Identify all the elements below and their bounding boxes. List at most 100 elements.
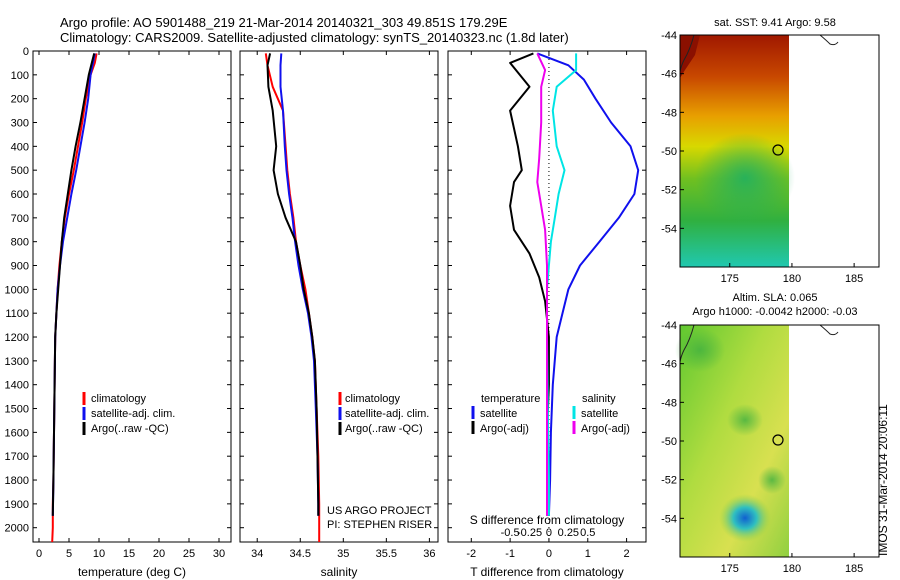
difference-legend: temperature salinity satellite Argo(-adj… [471,393,630,435]
map-y-tick-label: -52 [661,475,677,487]
map-x-tick-label: 185 [845,273,863,285]
s-tick-label: 0.5 [580,527,595,539]
coastline [679,34,695,73]
salinity-plot-frame [239,50,439,543]
coastline [679,324,695,363]
series-line-t-argo-adj [509,52,550,516]
sla-eddy [675,328,725,372]
y-tick-label: 1000 [5,284,29,296]
s-tick-label: -0.5 [501,527,520,539]
x-tick-label: 0 [546,548,552,560]
map-y-tick-label: -50 [661,146,677,158]
map-x-tick-label: 180 [783,273,801,285]
legend-item-s-argo: Argo(-adj) [581,423,630,435]
legend-item-climatology: climatology [345,393,401,405]
sla-eddy [758,466,786,494]
y-tick-label: 1300 [5,356,29,368]
argo-position-marker [772,144,784,156]
figure-title-line2: Climatology: CARS2009. Satellite-adjuste… [60,30,569,45]
map-y-tick-label: -50 [661,436,677,448]
sla-map-title: Altim. SLA: 0.065 [733,292,818,304]
series-line-climatology [51,53,98,543]
map-x-tick-label: 180 [783,563,801,575]
y-tick-label: 500 [11,165,29,177]
legend-item-t-satellite: satellite [480,408,517,420]
y-tick-label: 800 [11,237,29,249]
map-y-tick-label: -52 [661,185,677,197]
s-tick-label: 0 [546,527,552,539]
y-tick-label: 400 [11,141,29,153]
island-outline [819,34,839,46]
imos-timestamp: IMOS 31-Mar-2014 20:06:11 [876,404,890,556]
y-tick-label: 1100 [5,308,29,320]
difference-plot: -2 -1 0 1 2 -0.5-0.25 0 0.25 0.5 [448,50,646,560]
sst-coast-water [680,35,700,78]
x-tick-label: 20 [153,548,165,560]
y-tick-label: 1500 [5,404,29,416]
legend-item-argo: Argo(..raw -QC) [91,423,169,435]
figure-title-line1: Argo profile: AO 5901488_219 21-Mar-2014… [60,15,508,30]
project-annotation: US ARGO PROJECT [327,505,432,517]
map-y-tick-label: -46 [661,359,677,371]
legend-item-satellite: satellite-adj. clim. [345,408,429,420]
y-tick-label: 1700 [5,451,29,463]
series-line-t-satellite [536,52,640,516]
map-y-tick-label: -44 [661,320,677,332]
map-y-tick-label: -46 [661,69,677,81]
series-line-argo-raw-qc [51,53,96,516]
x-tick-label: 5 [66,548,72,560]
x-tick-label: 35 [337,548,349,560]
temperature-plot: 0 5 10 15 20 25 300100200300400500600700800900… [5,46,231,560]
sst-cold-patch [695,133,795,223]
x-tick-label: 30 [213,548,225,560]
y-tick-label: 0 [23,46,29,58]
y-tick-label: 600 [11,189,29,201]
sla-map-axes: 175 180 185 -44 -46 -48 -50 -52 -54 [661,320,863,575]
s-tick-label: 0.25 [558,527,579,539]
sla-map-subtitle: Argo h1000: -0.0042 h2000: -0.03 [692,306,857,318]
y-tick-label: 1400 [5,380,29,392]
x-tick-label: 34 [251,548,263,560]
x-tick-label: 25 [183,548,195,560]
argo-position-marker [772,434,784,446]
temperature-xlabel: temperature (deg C) [78,565,186,579]
s-tick-label: -0.25 [517,527,542,539]
map-y-tick-label: -48 [661,107,677,119]
island-outline [819,324,839,336]
legend-item-t-argo: Argo(-adj) [480,423,529,435]
temperature-legend: climatology satellite-adj. clim. Argo(..… [82,392,175,435]
map-x-tick-label: 185 [845,563,863,575]
map-y-tick-label: -44 [661,30,677,42]
y-tick-label: 900 [11,261,29,273]
map-y-tick-label: -54 [661,513,677,525]
map-y-tick-label: -54 [661,223,677,235]
y-tick-label: 1600 [5,427,29,439]
sla-map: Altim. SLA: 0.065 Argo h1000: -0.0042 h2… [661,292,880,575]
salinity-plot: 34 34.5 35 35.5 36 [240,50,438,560]
x-tick-label: -1 [505,548,515,560]
temperature-plot-frame [32,50,232,543]
legend-item-s-satellite: satellite [581,408,618,420]
legend-title-temperature: temperature [481,393,540,405]
sst-map-axes: 175 180 185 -44 -46 -48 -50 -52 -54 [661,30,863,285]
sst-map-title: sat. SST: 9.41 Argo: 9.58 [714,17,836,29]
x-tick-label: 10 [93,548,105,560]
legend-title-salinity: salinity [582,393,616,405]
x-tick-label: 0 [36,548,42,560]
pi-annotation: PI: STEPHEN RISER [327,519,432,531]
series-line-satellite-adj-clim [279,53,320,516]
x-tick-label: 2 [624,548,630,560]
legend-item-satellite: satellite-adj. clim. [91,408,175,420]
s-difference-label: S difference from climatology [470,513,625,527]
difference-plot-frame [447,50,647,543]
y-tick-label: 100 [11,70,29,82]
sst-map: sat. SST: 9.41 Argo: 9.58 175 180 185 -44 -4… [661,17,880,285]
salinity-xlabel: salinity [321,565,358,579]
sla-low-eddy [719,494,771,542]
y-tick-label: 300 [11,118,29,130]
salinity-legend: climatology satellite-adj. clim. Argo(..… [327,392,432,531]
map-x-tick-label: 175 [721,563,739,575]
y-tick-label: 1200 [5,332,29,344]
x-tick-label: 34.5 [290,548,311,560]
